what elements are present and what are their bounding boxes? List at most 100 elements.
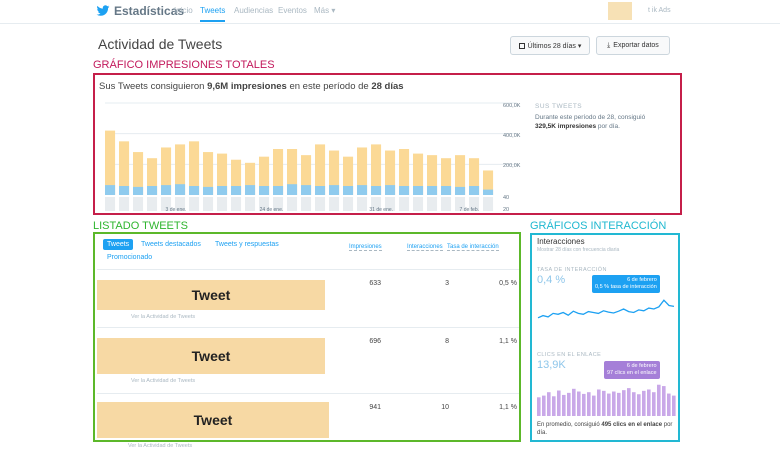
y-tick-label: 40 (503, 195, 509, 201)
col-interactions[interactable]: Interacciones (407, 244, 443, 251)
tweet-content[interactable]: Tweet (97, 402, 329, 438)
impressions-bar (315, 144, 326, 195)
clicks-value: 13,9K (537, 359, 566, 371)
nav-tweets[interactable]: Tweets (200, 6, 226, 22)
table-row[interactable]: Tweet 941 10 1,1 % (97, 393, 519, 441)
avatar[interactable] (608, 2, 632, 20)
table-row[interactable]: Tweet Ver la Actividad de Tweets 696 8 1… (97, 327, 519, 393)
rate-line-chart[interactable] (536, 295, 676, 333)
table-row[interactable]: Tweet Ver la Actividad de Tweets 633 3 0… (97, 269, 519, 327)
impressions-bar (119, 141, 130, 195)
impressions-bar (343, 156, 354, 195)
retweet-bar (385, 197, 396, 211)
side-stats: SUS TWEETS Durante este período de 28, c… (535, 103, 675, 131)
engagement-bar (147, 186, 158, 195)
engagement-bar (119, 186, 130, 195)
side-text-1: Durante este período de 28, consiguió (535, 114, 646, 121)
engagement-bar (231, 186, 242, 195)
engagement-bar (203, 186, 214, 195)
engagement-bar (441, 186, 452, 195)
impressions-bar (217, 153, 228, 195)
engagement-bar (357, 185, 368, 195)
impressions-bar (385, 150, 396, 195)
retweet-bar (273, 197, 284, 211)
clicks-bar (642, 390, 646, 416)
impressions-bar (273, 149, 284, 195)
clicks-bar (622, 390, 626, 416)
tweet-content[interactable]: Tweet (97, 280, 325, 310)
tweet-activity-link[interactable]: Ver la Actividad de Tweets (131, 378, 196, 384)
engagement-bar (413, 186, 424, 195)
brand-title[interactable]: Estadísticas (114, 4, 185, 18)
clicks-bar-chart[interactable] (537, 380, 677, 416)
clicks-bar (582, 393, 586, 416)
nav-audiencias[interactable]: Audiencias (234, 6, 274, 15)
tab-tweets-respuestas[interactable]: Tweets y respuestas (215, 241, 279, 248)
col-rate[interactable]: Tasa de interacción (447, 244, 499, 251)
nav-inicio[interactable]: Inicio (174, 6, 193, 15)
impressions-bar (259, 156, 270, 195)
nav-mas[interactable]: Más ▾ (314, 6, 336, 15)
engagement-bar (427, 186, 438, 195)
engagement-bar (189, 186, 200, 195)
side-text: Durante este período de 28, consiguió 32… (535, 113, 675, 131)
top-navigation: Estadísticas Inicio Tweets Audiencias Ev… (0, 0, 780, 24)
retweet-bar (343, 197, 354, 211)
clicks-tip-date: 6 de febrero (626, 363, 657, 369)
tweet-rate: 1,1 % (499, 338, 517, 345)
impressions-bar (455, 155, 466, 195)
col-impressions[interactable]: Impresiones (349, 244, 382, 251)
retweet-bar (287, 197, 298, 211)
tab-tweets[interactable]: Tweets (103, 239, 134, 250)
impressions-bar (133, 152, 144, 195)
impressions-bar (357, 147, 368, 195)
impressions-bar (399, 149, 410, 195)
rate-tip-value: 0,5 % tasa de interacción (595, 284, 657, 290)
rate-value: 0,4 % (537, 274, 566, 286)
retweet-bar (329, 197, 340, 211)
engagement-bar (105, 185, 116, 195)
clicks-bar (597, 389, 601, 416)
impressions-bar (287, 149, 298, 195)
retweet-bar (161, 197, 172, 211)
headline-text-2: en este período de (286, 81, 372, 92)
tweet-rate: 0,5 % (499, 280, 517, 287)
impressions-chart[interactable]: 600,0K 400,0K 200,0K 40 20 3 de ene. 24 de ene… (99, 95, 529, 213)
chart-labels: 600,0K 400,0K 200,0K 40 20 3 de ene. 24 de ene… (166, 103, 521, 213)
interaction-title: Interacciones (537, 237, 585, 246)
side-impressions: 329,5K impresiones (535, 123, 597, 130)
clicks-bar (542, 395, 546, 416)
retweet-bar (413, 197, 424, 211)
annotation-list: LISTADO TWEETS (93, 220, 188, 232)
impressions-bar (245, 162, 256, 195)
clicks-caption: CLICS EN EL ENLACE (537, 352, 602, 358)
impressions-bar (469, 158, 480, 195)
engagement-bar (301, 185, 312, 195)
headline-impressions: 9,6M impresiones (207, 81, 287, 92)
nav-eventos[interactable]: Eventos (278, 6, 307, 15)
x-tick-label: 3 de ene. (166, 207, 187, 213)
rate-caption: TASA DE INTERACCIÓN (537, 267, 607, 273)
ads-link[interactable]: t ik Ads (648, 7, 671, 14)
period-label: Últimos 28 días ▾ (527, 42, 582, 50)
retweet-bar (427, 197, 438, 211)
clicks-bar (672, 395, 676, 416)
export-data-button[interactable]: ⤓ Exportar datos (596, 36, 670, 55)
engagement-bar (371, 186, 382, 195)
tweet-activity-link[interactable]: Ver la Actividad de Tweets (128, 443, 193, 449)
impressions-headline: Sus Tweets consiguieron 9,6M impresiones… (99, 81, 404, 92)
retweet-bar (231, 197, 242, 211)
tweet-interactions: 3 (445, 280, 449, 287)
y-tick-label: 20 (503, 207, 509, 213)
interaction-subtitle: Mostrar 28 días con frecuencia diaria (537, 247, 620, 253)
engagement-bar (385, 185, 396, 195)
tab-promocionado[interactable]: Promocionado (107, 254, 153, 261)
period-dropdown-button[interactable]: Últimos 28 días ▾ (510, 36, 590, 55)
tab-tweets-destacados[interactable]: Tweets destacados (141, 241, 201, 248)
tweet-content[interactable]: Tweet (97, 338, 325, 374)
retweet-bar (119, 197, 130, 211)
twitter-bird-icon[interactable] (96, 5, 110, 17)
tweet-activity-link[interactable]: Ver la Actividad de Tweets (131, 314, 196, 320)
engagement-bar (483, 189, 494, 195)
engagement-bar (315, 186, 326, 195)
